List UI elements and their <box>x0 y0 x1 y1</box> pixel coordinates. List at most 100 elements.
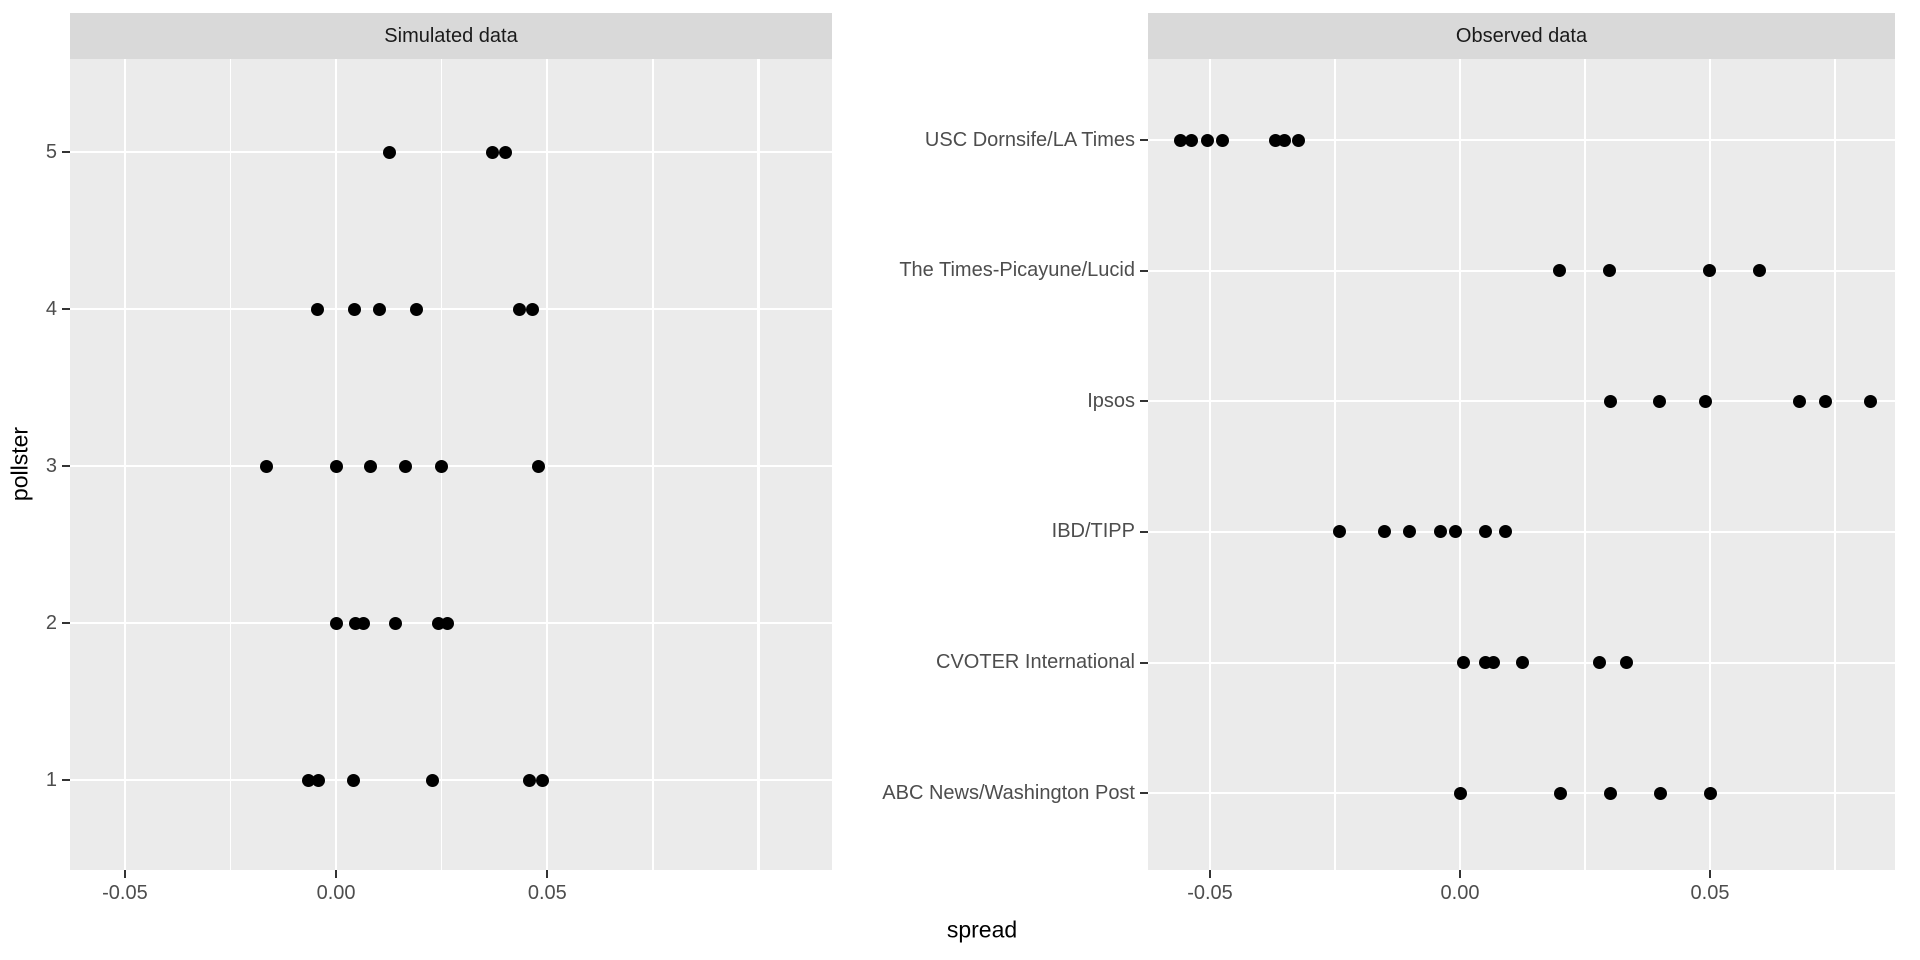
data-point <box>1703 786 1717 800</box>
data-point <box>486 145 500 159</box>
data-point <box>1653 786 1667 800</box>
minor-gridline <box>1584 59 1586 870</box>
data-point <box>1753 264 1766 278</box>
data-point <box>1603 264 1616 278</box>
minor-gridline <box>652 59 654 870</box>
y-axis-tick <box>1140 138 1148 142</box>
y-axis-tick <box>62 464 70 468</box>
row-gridline <box>1148 792 1895 795</box>
data-point <box>1201 133 1214 147</box>
data-point <box>311 302 325 316</box>
data-point <box>512 302 526 316</box>
data-point <box>1698 394 1712 408</box>
x-axis-tick <box>1708 870 1712 878</box>
facet-strip-observed-data: Observed data <box>1148 13 1895 59</box>
major-gridline <box>1208 59 1212 870</box>
data-point <box>1453 786 1467 800</box>
row-gridline <box>1148 400 1895 403</box>
facet-strip-label: Observed data <box>1455 24 1588 47</box>
data-point <box>1653 394 1666 408</box>
data-point <box>329 459 343 473</box>
data-point <box>1793 394 1806 408</box>
y-axis-label: The Times-Picayune/Lucid <box>899 259 1135 282</box>
data-point <box>1457 656 1470 670</box>
facet-strip-label: Simulated data <box>384 24 518 47</box>
data-point <box>373 302 387 316</box>
x-axis-tick <box>335 870 338 878</box>
data-point <box>1278 133 1291 147</box>
row-gridline <box>70 150 832 154</box>
x-axis-label: -0.05 <box>102 882 148 904</box>
data-point <box>348 302 362 316</box>
y-axis-tick <box>1140 792 1148 795</box>
y-axis-tick <box>62 307 70 311</box>
major-gridline <box>1708 59 1712 870</box>
x-axis-tick <box>123 870 126 878</box>
x-axis-label: 0.05 <box>1690 882 1730 904</box>
y-axis-label: 4 <box>45 297 57 320</box>
major-gridline <box>1458 59 1462 870</box>
data-point <box>301 773 315 787</box>
x-axis-title: spread <box>946 916 1018 943</box>
data-point <box>329 616 343 630</box>
data-point <box>1553 786 1567 800</box>
data-point <box>1377 525 1391 539</box>
data-point <box>1863 394 1877 408</box>
x-axis-label: -0.05 <box>1187 882 1233 904</box>
row-gridline <box>1148 269 1895 272</box>
major-gridline <box>123 59 127 870</box>
data-point <box>1486 656 1500 670</box>
y-axis-label: ABC News/Washington Post <box>882 781 1135 804</box>
major-gridline <box>757 59 760 870</box>
x-axis-label: 0.00 <box>1440 882 1480 904</box>
data-point <box>499 145 513 159</box>
y-axis-tick <box>62 150 70 154</box>
y-axis-label: IBD/TIPP <box>1051 520 1135 543</box>
data-point <box>1553 264 1566 278</box>
y-axis-tick <box>1140 661 1148 664</box>
data-point <box>536 773 550 787</box>
data-point <box>1478 525 1492 539</box>
data-point <box>409 302 423 316</box>
facet-strip-simulated-data: Simulated data <box>70 13 832 59</box>
data-point <box>1433 525 1447 539</box>
data-point <box>1603 786 1617 800</box>
data-point <box>311 773 325 787</box>
data-point <box>1448 525 1462 539</box>
panel-background <box>70 59 832 870</box>
data-point <box>364 459 378 473</box>
y-axis-tick <box>1140 269 1148 272</box>
data-point <box>388 616 402 630</box>
data-point <box>1620 656 1633 670</box>
row-gridline <box>1148 530 1895 534</box>
data-point <box>1402 525 1416 539</box>
row-gridline <box>70 778 832 782</box>
y-axis-label: 1 <box>45 768 57 791</box>
data-point <box>1593 656 1606 670</box>
data-point <box>1292 133 1305 147</box>
y-axis-tick <box>62 621 70 625</box>
panel-background <box>1148 59 1895 870</box>
row-gridline <box>70 307 832 311</box>
minor-gridline <box>229 59 232 870</box>
data-point <box>1333 525 1346 539</box>
y-axis-label: USC Dornsife/LA Times <box>924 128 1135 151</box>
data-point <box>357 616 371 630</box>
y-axis-tick <box>62 778 70 782</box>
y-axis-tick <box>1140 400 1148 403</box>
data-point <box>523 773 537 787</box>
y-axis-label: 2 <box>45 611 57 634</box>
row-gridline <box>1148 138 1895 142</box>
data-point <box>531 459 545 473</box>
row-gridline <box>70 464 832 468</box>
y-axis-label: CVOTER International <box>936 651 1135 674</box>
data-point <box>260 459 274 473</box>
data-point <box>346 773 360 787</box>
data-point <box>1818 394 1832 408</box>
data-point <box>525 302 539 316</box>
x-axis-tick <box>546 870 549 878</box>
data-point <box>1516 656 1529 670</box>
data-point <box>426 773 440 787</box>
y-axis-label: 5 <box>45 140 57 163</box>
